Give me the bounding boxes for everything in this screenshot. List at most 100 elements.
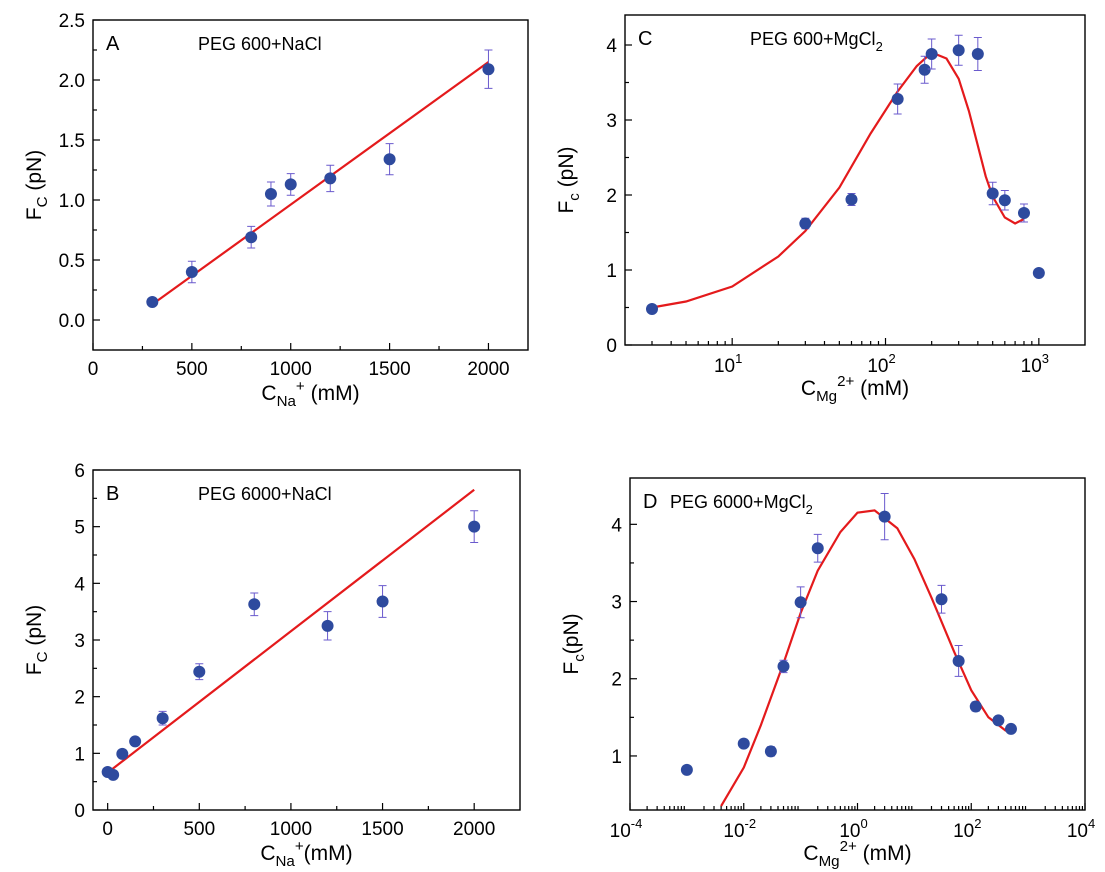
data-point [646, 303, 659, 315]
panel-letter: B [106, 483, 119, 505]
x-tick-label: 100 [839, 816, 867, 842]
panel-title: PEG 600+MgCl2 [750, 29, 883, 54]
data-point [116, 747, 129, 760]
data-point [925, 48, 938, 60]
y-tick-label: 1 [74, 744, 85, 765]
fit-line [151, 61, 490, 306]
y-tick-label: 6 [74, 461, 85, 482]
plot-frame [92, 19, 529, 351]
fit-line [720, 509, 1012, 807]
panel-d: 10-4 10-2 100 102 104 1 2 3 4D PEG 6000+MgCl2 CMg2… [560, 477, 1095, 870]
x-tick-label: 500 [176, 359, 208, 380]
y-axis-label: Fc (pN) [555, 146, 583, 213]
y-tick-label: 0.0 [59, 311, 85, 332]
fit-line [107, 488, 475, 774]
panel-letter: C [638, 28, 652, 50]
x-tick-label: 101 [714, 351, 742, 377]
data-point [324, 172, 337, 185]
data-point [878, 510, 891, 523]
data-point [193, 665, 206, 678]
data-point [918, 63, 931, 76]
y-tick-label: 4 [606, 36, 617, 57]
y-tick-label: 4 [74, 574, 85, 595]
plot-frame [629, 477, 1086, 811]
y-tick-label: 0 [74, 801, 85, 822]
plot-frame [92, 469, 521, 811]
x-tick-label: 2000 [453, 819, 495, 840]
y-axis-label-group: Fc(pN) [560, 613, 588, 674]
x-tick-label: 1500 [361, 819, 403, 840]
data-point [185, 266, 198, 278]
data-point [971, 48, 984, 60]
data-point [845, 193, 858, 206]
panel-b: 0 500 1000 1500 2000 0 1 2 3 4 5 6B PEG 6000+NaCl CNa… [23, 461, 521, 870]
y-tick-label: 1.0 [59, 191, 85, 212]
x-tick-label: 0 [102, 819, 113, 840]
y-axis-label-group: FC (pN) [23, 605, 51, 675]
y-axis-label: FC (pN) [23, 150, 51, 220]
x-axis-label: CMg2+ (mM) [801, 373, 909, 405]
data-point [777, 660, 790, 673]
y-tick-label: 2 [606, 186, 617, 207]
y-axis-label-group: Fc (pN) [555, 146, 583, 213]
data-point [891, 93, 904, 105]
x-tick-label: 1000 [270, 359, 312, 380]
data-point [1017, 207, 1030, 219]
data-point [952, 44, 965, 57]
data-point [156, 712, 169, 725]
x-axis-label: CNa+(mM) [260, 838, 352, 870]
y-tick-label: 0 [606, 336, 617, 357]
data-point [1005, 722, 1018, 735]
y-tick-label: 2 [611, 670, 622, 691]
panel-title: PEG 6000+MgCl2 [670, 492, 813, 517]
fit-line [651, 51, 1025, 309]
x-tick-label: 103 [1021, 351, 1049, 377]
x-tick-label: 102 [953, 816, 981, 842]
data-point [482, 63, 495, 76]
panel-title: PEG 6000+NaCl [198, 484, 332, 504]
data-point [969, 700, 982, 713]
x-tick-label: 10-4 [610, 816, 643, 842]
data-point [986, 187, 999, 200]
data-point [992, 714, 1005, 727]
x-tick-label: 2000 [467, 359, 509, 380]
data-point [737, 737, 750, 750]
panel-a: 0 500 1000 1500 2000 0.0 0.5 1.0 1.5 2.0 2.5 A PEG 6… [23, 11, 529, 410]
data-point [248, 598, 261, 611]
panel-letter: A [106, 33, 120, 55]
x-tick-label: 104 [1067, 816, 1095, 842]
data-point [107, 768, 120, 781]
data-point [376, 595, 389, 608]
data-point [321, 619, 334, 632]
x-tick-label: 500 [183, 819, 215, 840]
x-tick-label: 102 [867, 351, 895, 377]
y-tick-label: 1.5 [59, 131, 85, 152]
data-point [811, 542, 824, 555]
panel-letter: D [643, 491, 657, 513]
x-axis-label: CNa+ (mM) [261, 378, 359, 410]
data-point [935, 593, 948, 606]
data-point [764, 745, 777, 758]
y-tick-label: 2.5 [59, 11, 85, 32]
y-tick-label: 3 [611, 593, 622, 614]
y-tick-label: 2 [74, 688, 85, 709]
data-point [680, 763, 693, 776]
data-point [264, 188, 277, 200]
x-tick-label: 10-2 [723, 816, 756, 842]
y-tick-label: 3 [606, 111, 617, 132]
data-point [146, 296, 159, 308]
data-point [245, 231, 258, 244]
y-tick-label: 4 [611, 515, 622, 536]
y-axis-label: Fc(pN) [560, 613, 588, 674]
data-point [129, 735, 142, 748]
data-point [468, 520, 481, 533]
x-tick-label: 0 [88, 359, 99, 380]
data-point [799, 217, 812, 230]
data-point [952, 654, 965, 667]
data-point [998, 194, 1011, 207]
y-tick-label: 5 [74, 518, 85, 539]
plot-frame [624, 14, 1086, 346]
x-tick-label: 1500 [368, 359, 410, 380]
y-tick-label: 2.0 [59, 71, 85, 92]
